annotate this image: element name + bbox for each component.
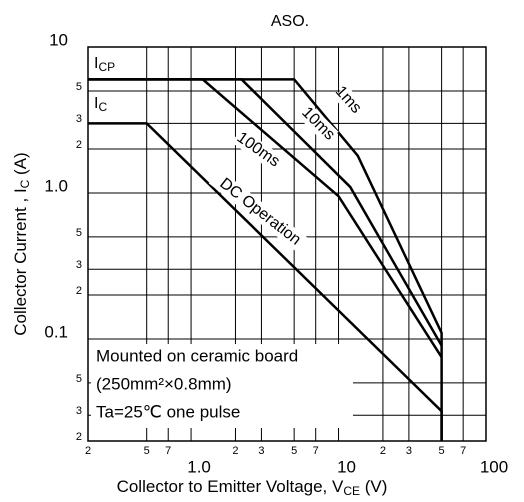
- x-tick-label: 1.0: [187, 457, 211, 476]
- x-tick-label: 3: [258, 445, 264, 457]
- series-label: DC Operation: [216, 175, 304, 249]
- level-label-sub: C: [98, 100, 107, 114]
- label-bg: [297, 103, 339, 145]
- series-line: [88, 78, 443, 358]
- x-tick-label: 5: [291, 445, 297, 457]
- x-tick-label: 2: [232, 445, 238, 457]
- x-tick-label: 7: [460, 445, 466, 457]
- x-axis-label: Collector to Emitter Voltage, VCE (V): [117, 477, 388, 498]
- note-line: (250mm²×0.8mm): [96, 374, 232, 393]
- x-tick-label: 7: [165, 445, 171, 457]
- note-line: Ta=25℃ one pulse: [96, 402, 240, 421]
- y-tick-label: 2: [76, 431, 82, 443]
- x-tick-label: 100: [480, 457, 508, 476]
- note-line: Mounted on ceramic board: [96, 346, 298, 365]
- y-tick-label: 1.0: [44, 176, 68, 195]
- y-tick-label: 2: [76, 285, 82, 297]
- level-label-sub: CP: [98, 60, 115, 74]
- series-line: [88, 122, 443, 441]
- x-tick-label: 2: [85, 445, 91, 457]
- y-tick-label: 0.1: [44, 322, 68, 341]
- y-tick-label: 5: [76, 81, 82, 93]
- x-tick-label: 10: [337, 457, 356, 476]
- label-bg: [333, 85, 363, 115]
- y-tick-label: 2: [76, 139, 82, 151]
- plot-frame: [87, 46, 487, 442]
- series-label: 100ms: [234, 129, 283, 170]
- chart-title: ASO.: [271, 13, 309, 30]
- note-bg: [91, 344, 353, 428]
- level-label-main: I: [94, 55, 98, 72]
- x-tick-label: 5: [144, 445, 150, 457]
- level-label: IC: [94, 95, 107, 114]
- y-axis-label: Collector Current , IC (A): [11, 152, 32, 335]
- label-bg: [208, 169, 312, 255]
- y-tick-label: 3: [76, 113, 82, 125]
- x-tick-label: 5: [439, 445, 445, 457]
- level-label: ICP: [94, 55, 115, 74]
- y-tick-label: 3: [76, 259, 82, 271]
- x-tick-label: 3: [406, 445, 412, 457]
- label-bg: [231, 127, 285, 173]
- y-tick-label: 3: [76, 405, 82, 417]
- y-tick-label: 10: [49, 30, 68, 49]
- x-tick-label: 7: [313, 445, 319, 457]
- y-tick-label: 5: [76, 373, 82, 385]
- level-label-main: I: [94, 95, 98, 112]
- x-tick-label: 2: [380, 445, 386, 457]
- y-tick-label: 5: [76, 227, 82, 239]
